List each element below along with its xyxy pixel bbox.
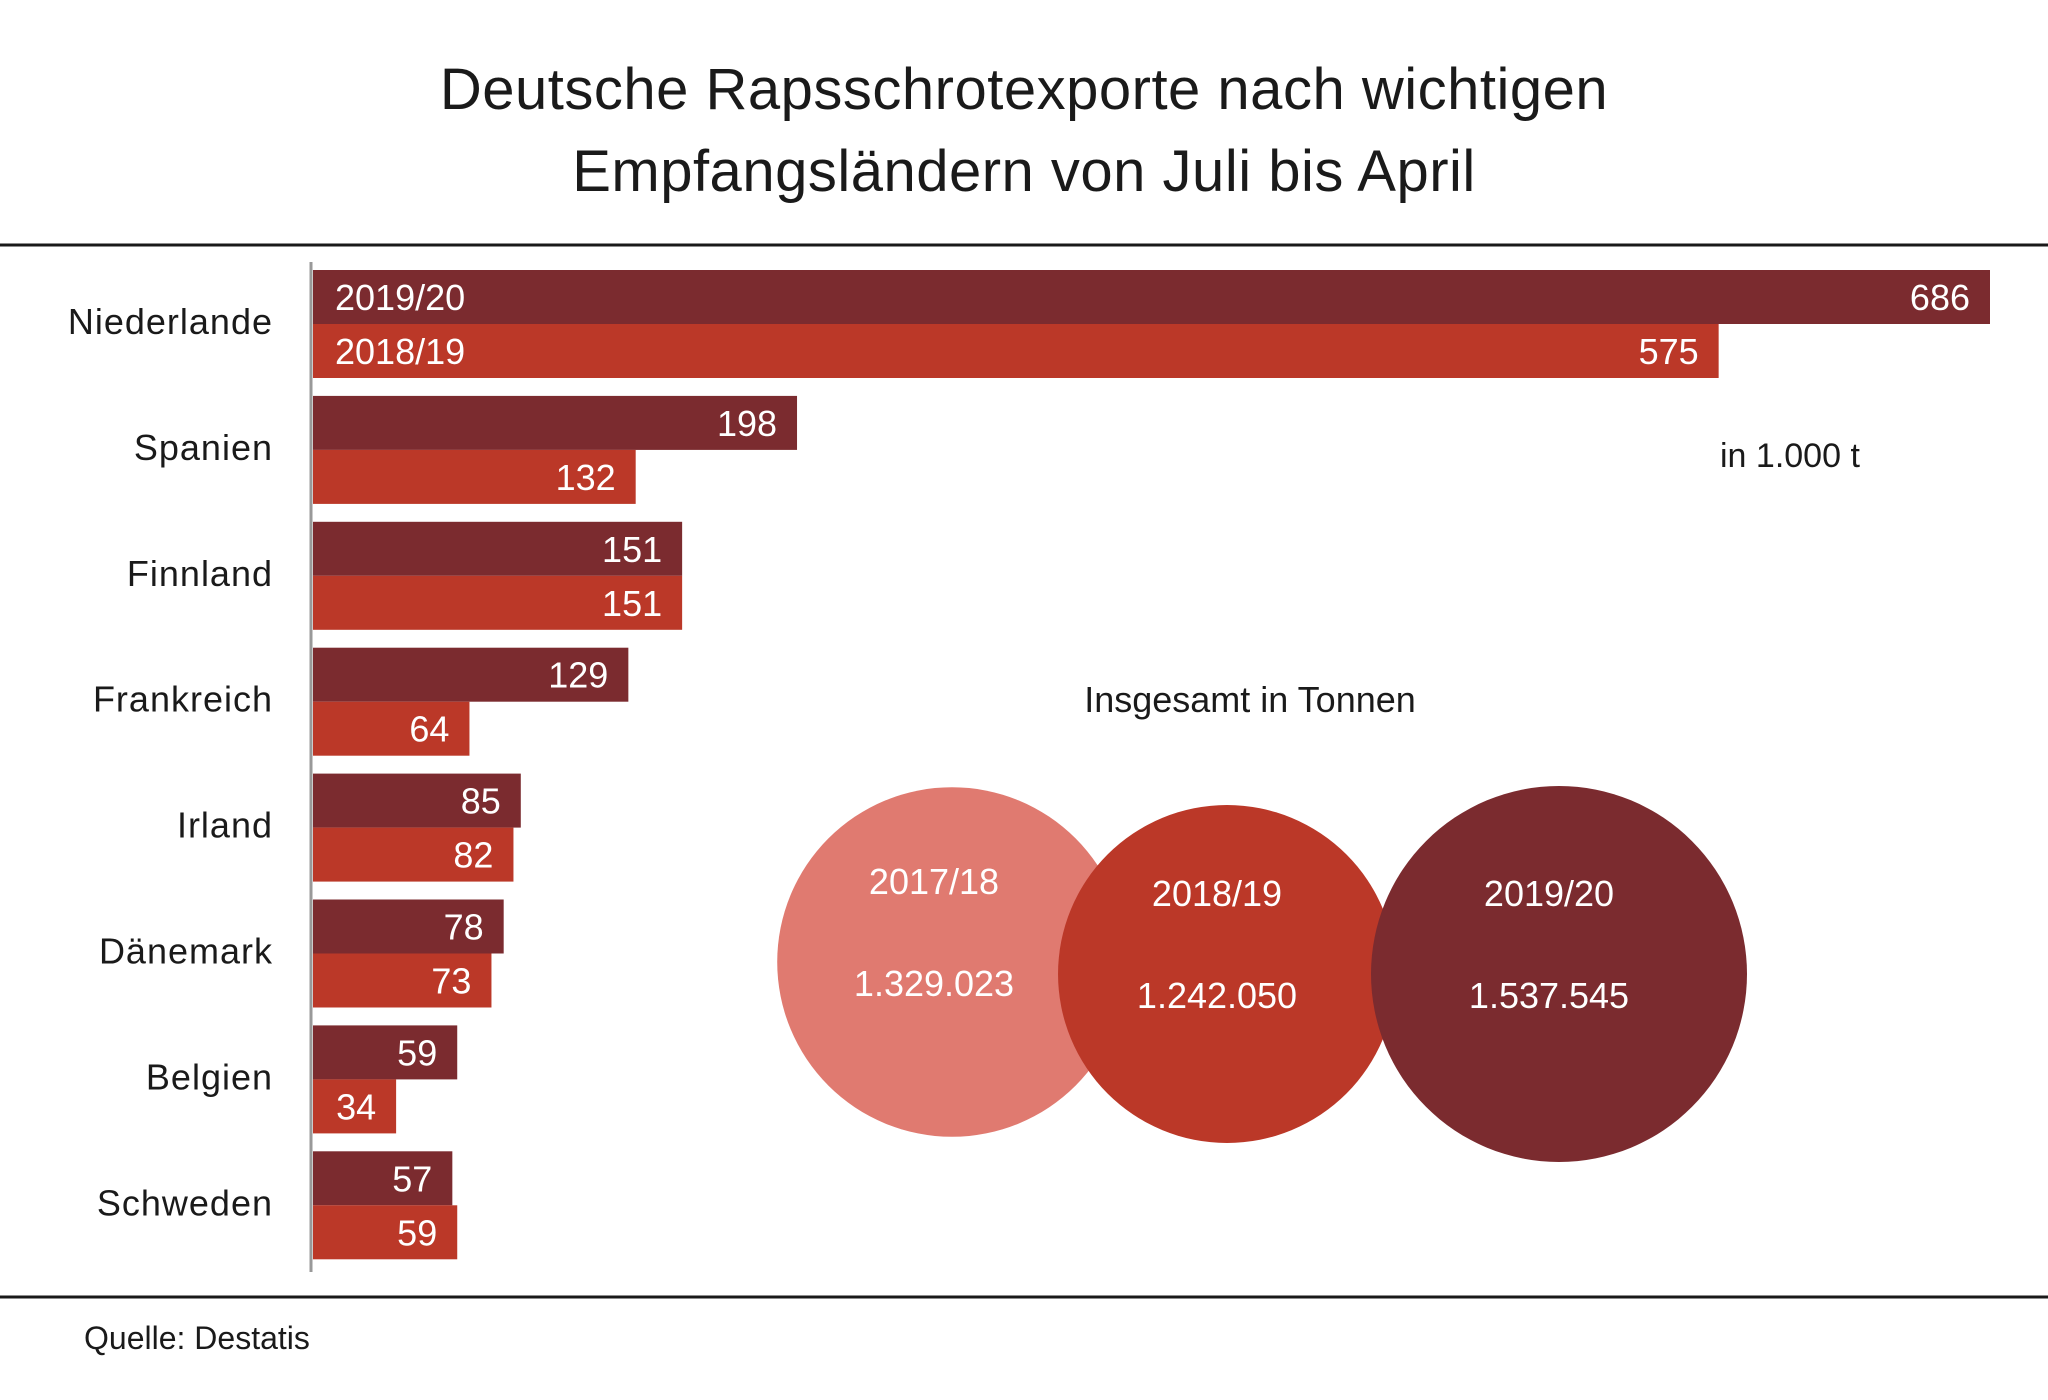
bar	[313, 1025, 458, 1080]
bar-value-label: 575	[1639, 331, 1699, 372]
bar-value-label: 151	[602, 529, 662, 570]
bubble-year-label: 2017/18	[869, 861, 999, 902]
bar-chart: Niederlande 686 2019/20 575 2018/19 Spanien 19…	[68, 262, 1990, 1272]
bar-value-label: 57	[392, 1158, 432, 1199]
bubble-chart: Insgesamt in Tonnen 2017/18 1.329.023 2018/…	[777, 679, 1747, 1162]
bar-value-label: 59	[397, 1032, 437, 1073]
bar	[313, 827, 514, 882]
unit-label: in 1.000 t	[1720, 437, 1860, 475]
bar	[313, 1151, 453, 1206]
bar-value-label: 198	[717, 403, 777, 444]
bubble	[1058, 805, 1396, 1143]
bar-value-label: 151	[602, 583, 662, 624]
bar-value-label: 78	[444, 907, 484, 948]
bar	[313, 899, 504, 954]
bar	[313, 773, 521, 828]
bar	[313, 1079, 397, 1134]
series-label: 2019/20	[335, 277, 465, 318]
bar-value-label: 59	[397, 1212, 437, 1253]
category-label: Finnland	[127, 553, 273, 594]
series-label: 2018/19	[335, 331, 465, 372]
category-label: Schweden	[97, 1182, 273, 1223]
chart-title-line-1: Deutsche Rapsschrotexporte nach wichtige…	[439, 57, 1609, 122]
category-label: Irland	[177, 805, 273, 846]
bar	[313, 449, 636, 504]
bubble-year-label: 2019/20	[1484, 873, 1614, 914]
bar	[313, 953, 492, 1008]
bar	[313, 324, 1719, 378]
bar-value-label: 85	[461, 781, 501, 822]
category-label: Belgien	[146, 1056, 273, 1097]
bubble-value-label: 1.242.050	[1137, 975, 1297, 1016]
bar	[313, 701, 470, 756]
bar	[313, 1205, 458, 1260]
bar	[313, 395, 798, 450]
category-label: Spanien	[134, 427, 273, 468]
bubble-year-label: 2018/19	[1152, 873, 1282, 914]
bubble-chart-title: Insgesamt in Tonnen	[1084, 679, 1416, 720]
category-label: Niederlande	[68, 301, 273, 342]
bar	[313, 270, 1990, 324]
source-note: Quelle: Destatis	[84, 1320, 310, 1356]
bar	[313, 575, 683, 630]
bar-value-label: 129	[548, 655, 608, 696]
bar-value-label: 132	[556, 457, 616, 498]
bar	[313, 521, 683, 576]
category-label: Dänemark	[99, 931, 273, 972]
bar-value-label: 34	[336, 1086, 376, 1127]
bar-value-label: 73	[431, 961, 471, 1002]
bubble-value-label: 1.537.545	[1469, 975, 1629, 1016]
bar-value-label: 64	[409, 709, 449, 750]
rules	[0, 243, 2048, 1299]
bar	[313, 647, 629, 702]
chart-title-line-2: Empfangsländern von Juli bis April	[572, 139, 1476, 204]
bubble	[777, 787, 1127, 1137]
bubble	[1371, 786, 1747, 1162]
bar-value-label: 82	[453, 835, 493, 876]
bar-value-label: 686	[1910, 277, 1970, 318]
category-label: Frankreich	[93, 679, 273, 720]
bubble-value-label: 1.329.023	[854, 963, 1014, 1004]
